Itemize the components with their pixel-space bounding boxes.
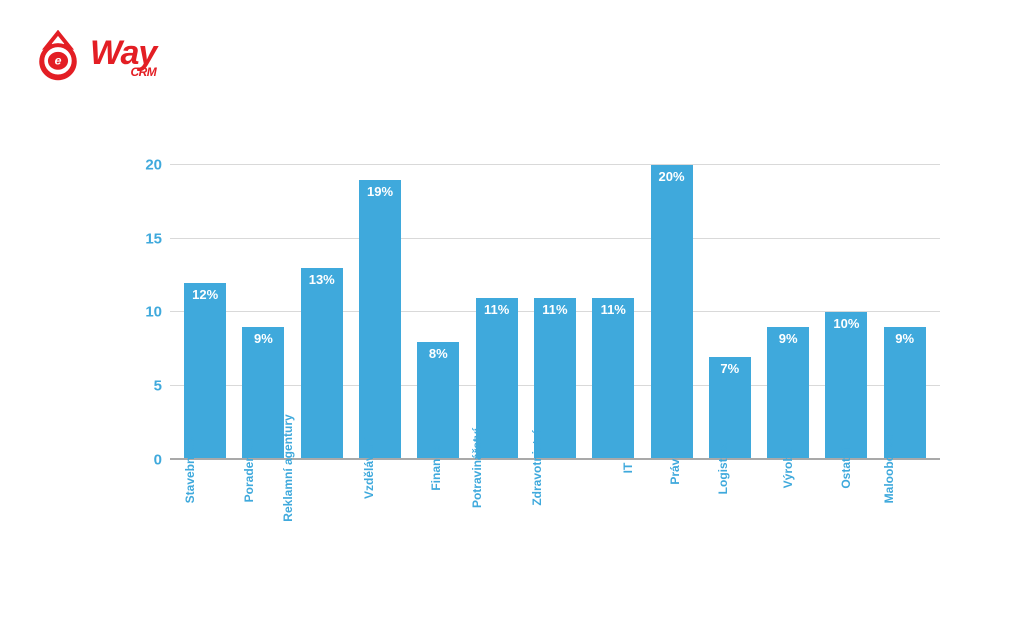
x-tick-label: Potravinářství [470, 428, 484, 508]
x-label-column: Reklamní agentury [299, 468, 345, 482]
x-label-column: Finance [415, 468, 461, 482]
x-tick-label: Vzdělávání [362, 437, 376, 499]
bar: 8% [417, 342, 459, 460]
x-tick-label: Ostatní [839, 447, 853, 488]
bar-column: 20% [649, 165, 695, 460]
x-label-column: Vzdělávání [357, 468, 403, 482]
x-label-column: Stavebnictví [182, 468, 228, 482]
bar-column: 19% [357, 180, 403, 460]
y-tick-label: 10 [145, 304, 162, 321]
bar: 19% [359, 180, 401, 460]
bar-value-label: 11% [601, 302, 626, 317]
x-label-column: Právo [649, 468, 695, 482]
x-label-column: Ostatní [823, 468, 869, 482]
svg-text:e: e [55, 54, 62, 68]
bar-value-label: 9% [895, 331, 914, 346]
x-tick-label: Výroba [781, 448, 795, 489]
x-tick-label: Maloobchod [882, 433, 896, 504]
x-tick-label: Zdravotnictví [530, 430, 544, 505]
bar-column: 8% [415, 342, 461, 460]
bar-column: 10% [823, 312, 869, 460]
x-label-column: Logistika [707, 468, 753, 482]
y-tick-label: 0 [154, 452, 162, 469]
x-label-column: Výroba [765, 468, 811, 482]
x-label-column: Maloobchod [882, 468, 928, 482]
x-label-column: Potravinářství [474, 468, 520, 482]
x-label-column: IT [590, 468, 636, 482]
y-axis: 05101520 [135, 150, 170, 460]
x-tick-label: Reklamní agentury [281, 414, 295, 521]
bar-value-label: 11% [542, 302, 567, 317]
bar: 11% [592, 298, 634, 460]
bar: 9% [767, 327, 809, 460]
x-tick-label: IT [621, 463, 635, 474]
y-tick-label: 20 [145, 156, 162, 173]
x-axis-labels: Stavebnictví Poradenství Reklamní agentury… [170, 468, 940, 482]
bar-value-label: 8% [429, 346, 448, 361]
bar-value-label: 13% [309, 272, 335, 287]
bar-value-label: 11% [484, 302, 509, 317]
x-label-column: Zdravotnictví [532, 468, 578, 482]
bar: 13% [301, 268, 343, 460]
x-tick-label: Poradenství [242, 434, 256, 503]
x-tick-label: Právo [668, 451, 682, 484]
x-tick-label: Stavebnictví [183, 433, 197, 504]
bar-value-label: 20% [659, 169, 685, 184]
x-tick-label: Logistika [716, 442, 730, 495]
bar-value-label: 10% [833, 316, 859, 331]
eway-crm-logo: e Way CRM [30, 30, 156, 86]
x-label-column: Poradenství [240, 468, 286, 482]
bar: 20% [651, 165, 693, 460]
bar-value-label: 19% [367, 184, 393, 199]
y-tick-label: 5 [154, 378, 162, 395]
x-tick-label: Finance [429, 445, 443, 490]
bar-column: 9% [765, 327, 811, 460]
logo-crm-text: CRM [90, 67, 156, 78]
bar-column: 11% [590, 298, 636, 460]
bar-value-label: 7% [720, 361, 739, 376]
logo-compass-icon: e [30, 30, 86, 86]
bar-value-label: 9% [254, 331, 273, 346]
bar-value-label: 12% [192, 287, 218, 302]
bar: 10% [825, 312, 867, 460]
bar-column: 13% [299, 268, 345, 460]
y-tick-label: 15 [145, 230, 162, 247]
bar-value-label: 9% [779, 331, 798, 346]
